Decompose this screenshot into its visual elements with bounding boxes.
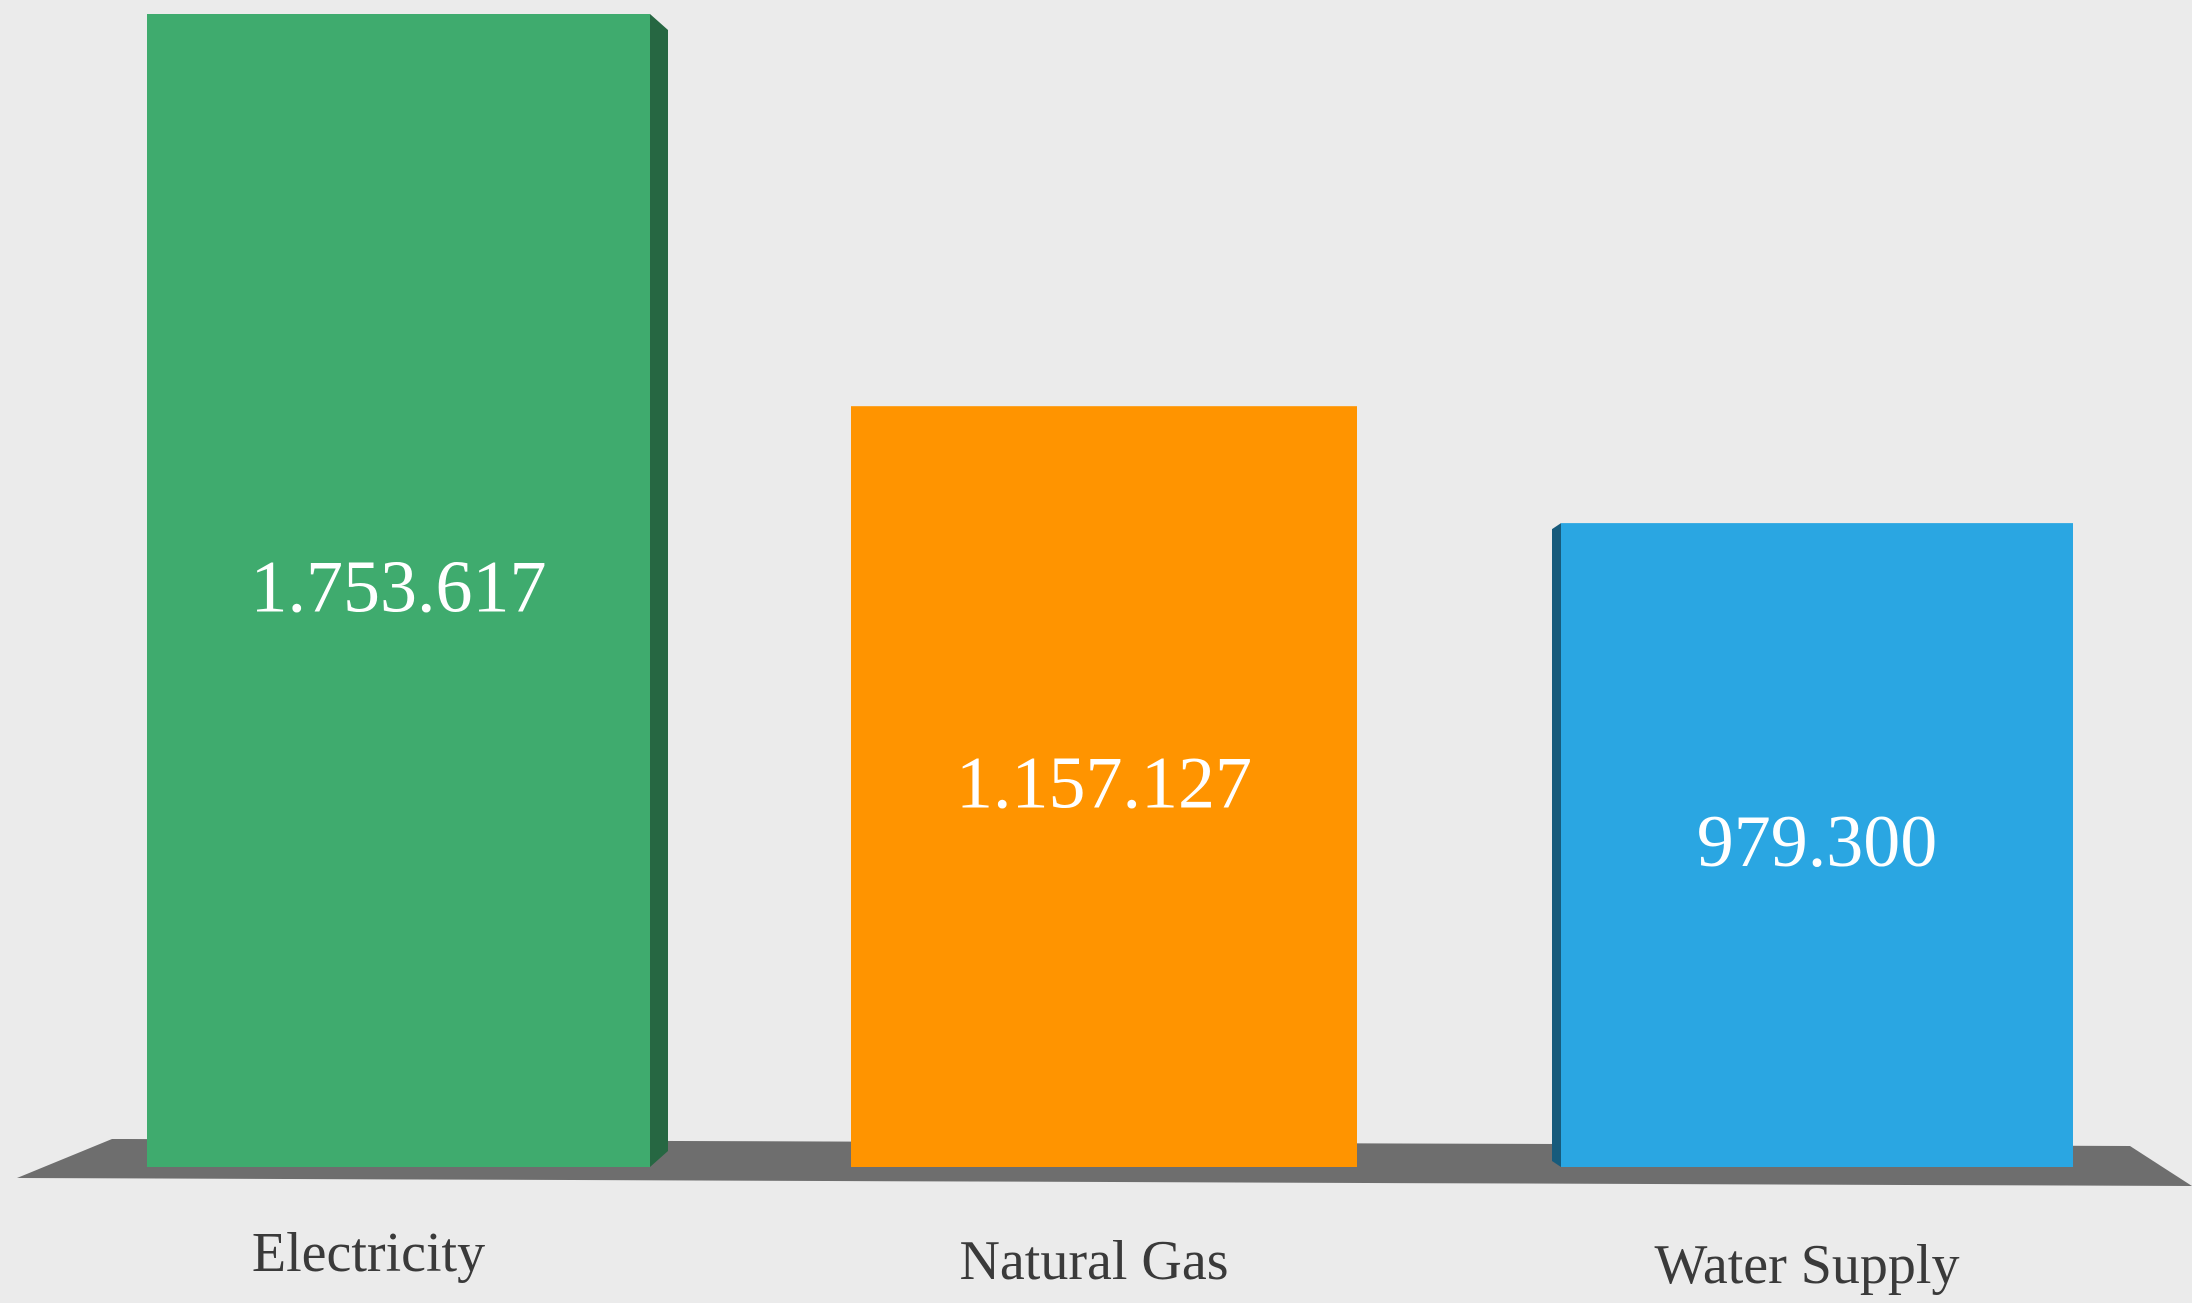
x-tick-label: Electricity: [252, 1222, 485, 1284]
bar: [1561, 523, 2073, 1167]
value-label: 979.300: [1697, 801, 1938, 883]
bar: [147, 14, 650, 1167]
x-tick-label: Natural Gas: [959, 1230, 1228, 1292]
value-label: 1.157.127: [956, 743, 1252, 825]
x-tick-label: Water Supply: [1655, 1234, 1960, 1296]
bar-side: [650, 14, 668, 1167]
value-label: 1.753.617: [251, 546, 547, 628]
bar: [851, 406, 1357, 1167]
bar-side: [1552, 523, 1561, 1167]
